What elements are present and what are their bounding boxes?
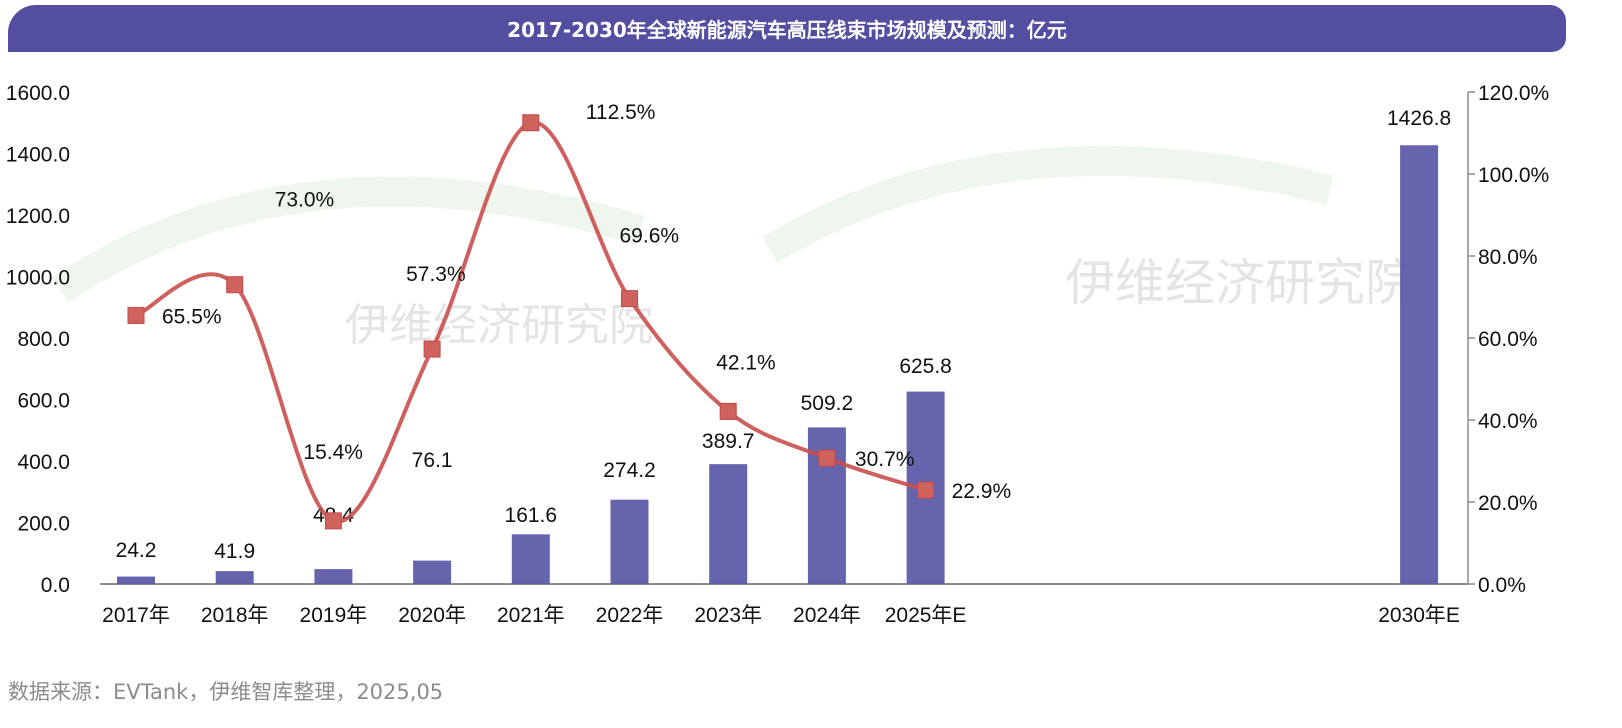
growth-data-label: 112.5%: [586, 101, 656, 124]
right-axis-tick-label: 100.0%: [1478, 164, 1549, 187]
chart-title: 2017-2030年全球新能源汽车高压线束市场规模及预测：亿元: [8, 5, 1566, 52]
bar-data-label: 389.7: [702, 430, 755, 453]
left-axis-tick-label: 1400.0: [6, 144, 70, 167]
source-note: 数据来源：EVTank，伊维智库整理，2025,05: [8, 680, 444, 704]
left-axis-tick-label: 800.0: [17, 328, 70, 351]
bar-data-label: 41.9: [214, 540, 255, 563]
left-axis-tick-label: 1600.0: [6, 82, 70, 105]
bar: [610, 499, 649, 584]
bar: [413, 560, 452, 584]
growth-data-label: 65.5%: [162, 305, 222, 328]
bar-data-label: 76.1: [412, 449, 453, 472]
growth-marker: [423, 340, 441, 358]
x-axis-tick-label: 2025年E: [885, 604, 967, 627]
right-axis-tick-label: 60.0%: [1478, 328, 1538, 351]
bar-data-label: 161.6: [505, 504, 558, 527]
growth-marker: [719, 402, 737, 420]
x-axis-tick-label: 2021年: [497, 604, 565, 627]
bar-data-label: 1426.8: [1387, 107, 1451, 130]
right-axis-tick-label: 40.0%: [1478, 410, 1538, 433]
left-axis-tick-label: 600.0: [17, 390, 70, 413]
left-axis-tick-label: 0.0: [41, 574, 70, 597]
bar-data-label: 24.2: [116, 539, 157, 562]
bar: [215, 571, 254, 584]
bar: [117, 576, 155, 584]
bar-data-label: 625.8: [899, 355, 952, 378]
right-axis-tick-label: 0.0%: [1478, 574, 1526, 597]
x-axis-tick-label: 2017年: [102, 604, 170, 627]
growth-marker: [226, 276, 244, 294]
x-axis-tick-label: 2022年: [596, 604, 664, 627]
left-axis-tick-label: 1000.0: [6, 267, 70, 290]
watermark-arc: [762, 145, 1334, 263]
bar-data-label: 509.2: [801, 392, 854, 415]
growth-data-label: 42.1%: [716, 351, 776, 374]
x-axis-tick-label: 2030年E: [1378, 604, 1460, 627]
growth-marker: [621, 290, 638, 308]
x-axis-tick-label: 2023年: [694, 604, 762, 627]
x-axis-tick-label: 2019年: [300, 604, 368, 627]
left-axis-tick-label: 400.0: [17, 451, 70, 474]
left-axis-tick-label: 1200.0: [6, 205, 70, 228]
growth-marker: [818, 449, 836, 467]
growth-data-label: 22.9%: [952, 480, 1012, 503]
growth-line: [135, 120, 927, 524]
x-axis-tick-label: 2018年: [201, 604, 269, 627]
left-axis-tick-label: 200.0: [17, 513, 70, 536]
growth-data-label: 15.4%: [303, 441, 363, 464]
right-axis-tick-label: 80.0%: [1478, 246, 1538, 269]
x-axis-tick-label: 2020年: [398, 604, 466, 627]
right-axis-tick-label: 120.0%: [1478, 82, 1549, 105]
bar: [314, 569, 353, 584]
growth-data-label: 30.7%: [855, 448, 915, 471]
right-axis-tick-label: 20.0%: [1478, 492, 1538, 515]
bar-data-label: 274.2: [603, 459, 656, 482]
growth-data-label: 73.0%: [275, 189, 335, 212]
bar: [511, 534, 550, 584]
bar: [709, 464, 748, 584]
x-axis-tick-label: 2024年: [793, 604, 861, 627]
growth-marker: [917, 481, 935, 499]
growth-marker: [324, 512, 342, 530]
watermark-text: 伊维经济研究院: [1065, 254, 1415, 312]
watermark-text: 伊维经济研究院: [345, 300, 653, 351]
growth-data-label: 57.3%: [406, 263, 466, 286]
bar: [1400, 145, 1439, 584]
watermark-arc: [51, 176, 645, 303]
growth-data-label: 69.6%: [620, 225, 680, 248]
growth-marker: [522, 114, 540, 132]
growth-marker: [127, 306, 145, 324]
